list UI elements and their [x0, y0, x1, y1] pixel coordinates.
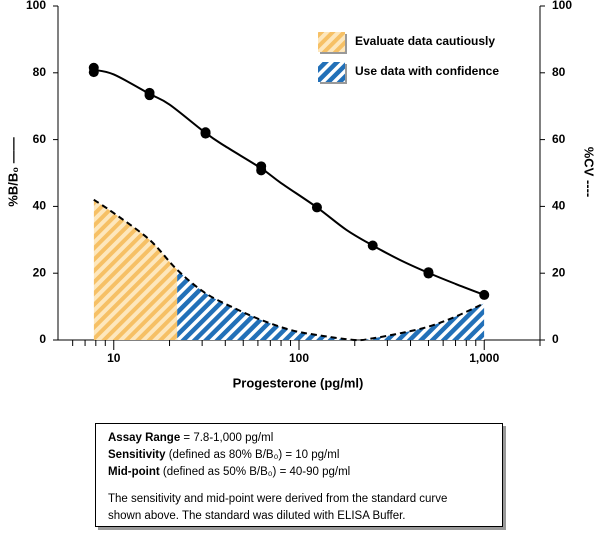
legend-label: Evaluate data cautiously	[355, 34, 495, 48]
legend-swatch	[318, 62, 345, 82]
info-text: Sensitivity	[108, 449, 166, 461]
info-text: shown above. The standard was diluted wi…	[108, 510, 406, 522]
legend-swatch	[318, 32, 345, 52]
y2-axis-label: %CV ----	[582, 147, 597, 198]
y-tick-label: 40	[33, 199, 47, 213]
info-box: Assay Range = 7.8-1,000 pg/ml Sensitivity…	[95, 423, 503, 527]
y-tick-label: 0	[39, 332, 46, 346]
legend-label: Use data with confidence	[355, 64, 499, 78]
info-text: (defined as 80% B/B₀) = 10 pg/ml	[165, 449, 340, 461]
info-line: Assay Range = 7.8-1,000 pg/ml	[108, 430, 502, 447]
y2-tick-label: 100	[552, 0, 572, 12]
y2-tick-label: 60	[552, 132, 566, 146]
fit-line	[93, 68, 485, 296]
x-tick-label: 1,000	[469, 351, 499, 365]
info-line: Sensitivity (defined as 80% B/B₀) = 10 p…	[108, 447, 502, 464]
info-line: The sensitivity and mid-point were deriv…	[108, 491, 502, 508]
zone-area	[177, 269, 485, 340]
info-text: = 7.8-1,000 pg/ml	[180, 432, 274, 444]
info-text: Mid-point	[108, 466, 160, 478]
y2-tick-label: 20	[552, 265, 566, 279]
y-tick-label: 100	[26, 0, 46, 12]
x-tick-label: 10	[107, 351, 121, 365]
chart: Progesterone (pg/ml) %B/B₀ —— %CV ---- 0…	[5, 0, 597, 390]
y2-tick-label: 80	[552, 65, 566, 79]
info-text: (defined as 50% B/B₀) = 40-90 pg/ml	[159, 466, 351, 478]
x-axis-label: Progesterone (pg/ml)	[233, 375, 364, 390]
info-text: The sensitivity and mid-point were deriv…	[108, 493, 448, 505]
info-line: Mid-point (defined as 50% B/B₀) = 40-90 …	[108, 464, 502, 481]
cv-line	[93, 198, 485, 342]
y-tick-label: 60	[33, 132, 47, 146]
x-tick-label: 100	[289, 351, 309, 365]
data-point	[88, 67, 99, 78]
y2-tick-label: 0	[552, 332, 559, 346]
y-axis-label: %B/B₀ ——	[5, 137, 20, 206]
zone-area	[93, 199, 178, 340]
info-text: Assay Range	[108, 432, 181, 444]
y-tick-label: 20	[33, 265, 47, 279]
y-tick-label: 80	[33, 65, 47, 79]
y2-tick-label: 40	[552, 199, 566, 213]
info-line: shown above. The standard was diluted wi…	[108, 508, 502, 525]
